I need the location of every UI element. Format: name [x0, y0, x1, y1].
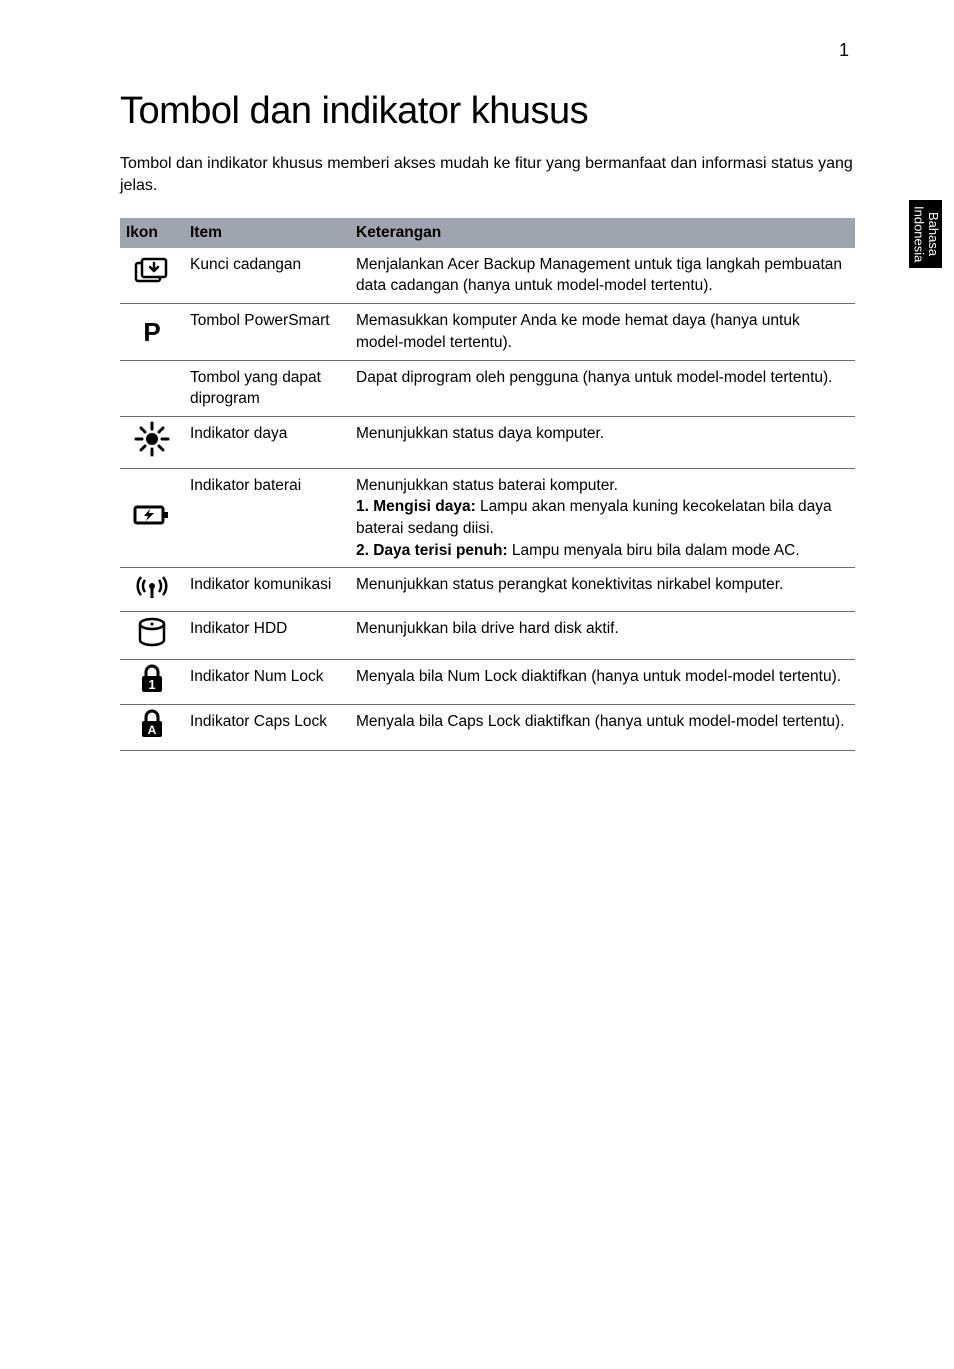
- main-content: Tombol dan indikator khusus Tombol dan i…: [120, 90, 855, 751]
- indicator-table: Ikon Item Keterangan Kunci cadang: [120, 218, 855, 751]
- col-header-icon: Ikon: [120, 218, 184, 248]
- desc-cell: Menunjukkan bila drive hard disk aktif.: [350, 612, 855, 660]
- intro-paragraph: Tombol dan indikator khusus memberi akse…: [120, 153, 855, 198]
- battery-icon: [133, 503, 171, 534]
- table-row: Indikator baterai Menunjukkan status bat…: [120, 468, 855, 568]
- icon-cell: [120, 468, 184, 568]
- desc-cell: Menunjukkan status daya komputer.: [350, 416, 855, 468]
- desc-bold: 1. Mengisi daya:: [356, 498, 476, 515]
- icon-cell: [120, 248, 184, 304]
- item-cell: Tombol yang dapat diprogram: [184, 360, 350, 416]
- icon-cell: [120, 360, 184, 416]
- col-header-desc: Keterangan: [350, 218, 855, 248]
- desc-cell: Menunjukkan status perangkat konektivita…: [350, 568, 855, 612]
- table-row: Indikator komunikasi Menunjukkan status …: [120, 568, 855, 612]
- item-cell: Indikator Num Lock: [184, 659, 350, 705]
- table-row: A Indikator Caps Lock Menyala bila Caps …: [120, 705, 855, 751]
- hdd-icon: [136, 616, 168, 655]
- item-cell: Indikator Caps Lock: [184, 705, 350, 751]
- table-row: Tombol yang dapat diprogram Dapat diprog…: [120, 360, 855, 416]
- svg-text:A: A: [148, 723, 157, 737]
- desc-cell: Menjalankan Acer Backup Management untuk…: [350, 248, 855, 304]
- table-row: P Tombol PowerSmart Memasukkan komputer …: [120, 304, 855, 360]
- desc-bold: 2. Daya terisi penuh:: [356, 542, 508, 559]
- svg-text:1: 1: [148, 677, 155, 692]
- table-row: 1 Indikator Num Lock Menyala bila Num Lo…: [120, 659, 855, 705]
- backup-icon: [134, 257, 170, 294]
- capslock-icon: A: [138, 709, 166, 746]
- icon-cell: [120, 416, 184, 468]
- icon-cell: [120, 568, 184, 612]
- item-cell: Indikator baterai: [184, 468, 350, 568]
- item-cell: Indikator daya: [184, 416, 350, 468]
- item-cell: Indikator komunikasi: [184, 568, 350, 612]
- numlock-icon: 1: [138, 664, 166, 701]
- icon-cell: [120, 612, 184, 660]
- desc-cell: Menyala bila Caps Lock diaktifkan (hanya…: [350, 705, 855, 751]
- icon-cell: 1: [120, 659, 184, 705]
- table-row: Indikator daya Menunjukkan status daya k…: [120, 416, 855, 468]
- page-title: Tombol dan indikator khusus: [120, 90, 855, 133]
- desc-cell: Menunjukkan status baterai komputer. 1. …: [350, 468, 855, 568]
- desc-text: Menunjukkan status baterai komputer.: [356, 477, 618, 494]
- item-cell: Kunci cadangan: [184, 248, 350, 304]
- desc-cell: Menyala bila Num Lock diaktifkan (hanya …: [350, 659, 855, 705]
- icon-cell: A: [120, 705, 184, 751]
- wireless-icon: [134, 572, 170, 607]
- desc-cell: Memasukkan komputer Anda ke mode hemat d…: [350, 304, 855, 360]
- icon-cell: P: [120, 304, 184, 360]
- item-cell: Tombol PowerSmart: [184, 304, 350, 360]
- table-header-row: Ikon Item Keterangan: [120, 218, 855, 248]
- desc-cell: Dapat diprogram oleh pengguna (hanya unt…: [350, 360, 855, 416]
- desc-text: Lampu menyala biru bila dalam mode AC.: [508, 542, 800, 559]
- side-tab-line: Bahasa: [926, 212, 941, 256]
- table-row: Kunci cadangan Menjalankan Acer Backup M…: [120, 248, 855, 304]
- page-number: 1: [839, 40, 849, 61]
- table-row: Indikator HDD Menunjukkan bila drive har…: [120, 612, 855, 660]
- item-cell: Indikator HDD: [184, 612, 350, 660]
- powersmart-icon: P: [143, 317, 160, 347]
- language-side-tab: Bahasa Indonesia: [909, 200, 942, 268]
- power-indicator-icon: [134, 421, 170, 464]
- col-header-item: Item: [184, 218, 350, 248]
- side-tab-line: Indonesia: [912, 206, 927, 262]
